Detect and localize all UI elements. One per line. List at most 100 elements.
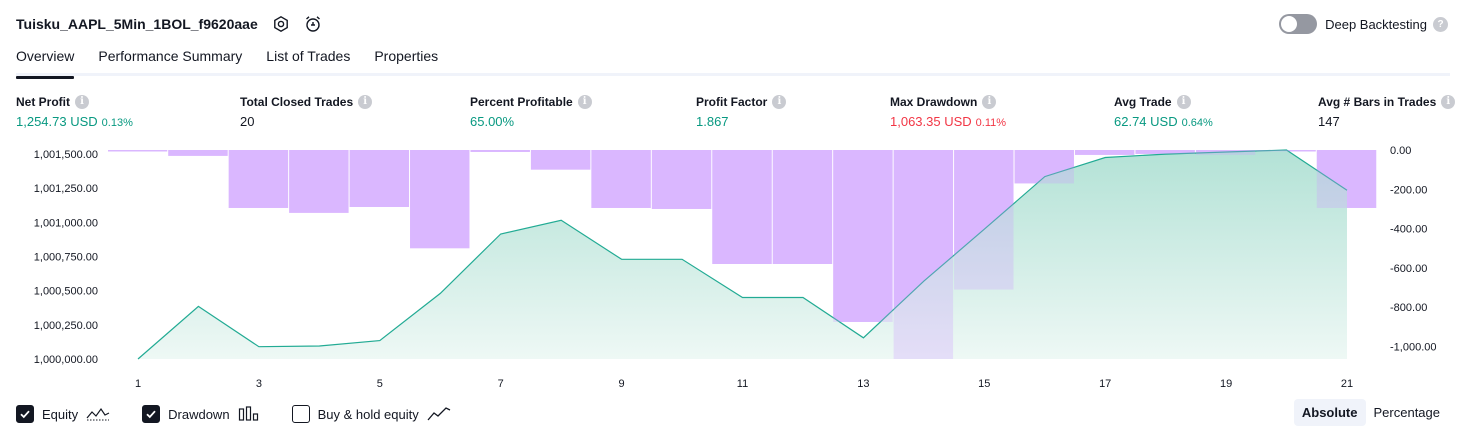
- left-axis-tick: 1,000,500.00: [34, 286, 98, 298]
- metric-avg-trade: Avg Trade i 62.74 USD 0.64%: [1114, 94, 1213, 129]
- metric-percent: 0.11%: [975, 117, 1007, 129]
- x-axis-tick: 9: [619, 378, 625, 390]
- drawdown-bar-overlay: [1074, 150, 1135, 155]
- drawdown-bar: [712, 150, 772, 264]
- percentage-button[interactable]: Percentage: [1373, 405, 1441, 420]
- x-axis-tick: 21: [1341, 378, 1353, 390]
- metric-value: 1.867: [696, 114, 729, 129]
- equity-drawdown-chart[interactable]: 1,001,500.00 1,001,250.00 1,001,000.00 1,00…: [0, 140, 1466, 395]
- left-axis-tick: 1,001,500.00: [34, 149, 98, 161]
- x-axis-tick: 11: [737, 378, 748, 390]
- absolute-button[interactable]: Absolute: [1293, 399, 1366, 426]
- drawdown-bar-overlay: [530, 150, 591, 170]
- drawdown-bar-overlay: [289, 150, 349, 213]
- right-axis-tick: -800.00: [1390, 302, 1427, 314]
- legend-label: Buy & hold equity: [317, 406, 419, 422]
- metric-label: Net Profit: [16, 94, 70, 109]
- metric-label: Profit Factor: [696, 94, 768, 109]
- deep-backtesting-toggle[interactable]: [1279, 14, 1318, 34]
- left-axis-tick: 1,000,250.00: [34, 320, 98, 332]
- x-axis-tick: 7: [498, 378, 504, 390]
- info-icon[interactable]: i: [577, 94, 592, 109]
- alarm-clock-add-icon[interactable]: [304, 15, 322, 33]
- buy-hold-checkbox[interactable]: [291, 405, 310, 423]
- metric-label: Total Closed Trades: [240, 94, 354, 109]
- metric-avg-bars-in-trades: Avg # Bars in Trades i 147: [1318, 94, 1456, 129]
- info-icon[interactable]: i: [1441, 94, 1456, 109]
- metric-max-drawdown: Max Drawdown i 1,063.35 USD 0.11%: [890, 94, 1006, 129]
- left-axis-tick: 1,000,000.00: [34, 354, 98, 366]
- left-axis-tick: 1,001,000.00: [34, 217, 98, 229]
- metric-label: Avg # Bars in Trades: [1318, 94, 1437, 109]
- tab-properties[interactable]: Properties: [374, 48, 439, 64]
- buy-hold-line-icon: [427, 406, 451, 422]
- metric-value: 1,254.73 USD: [16, 114, 98, 129]
- info-icon[interactable]: i: [982, 94, 997, 109]
- x-axis-tick: 5: [377, 378, 383, 390]
- metric-percent-profitable: Percent Profitable i 65.00%: [470, 94, 592, 129]
- deep-backtesting: Deep Backtesting ?: [1279, 14, 1448, 34]
- x-axis-tick: 3: [256, 378, 262, 390]
- drawdown-bar-overlay: [349, 150, 410, 207]
- drawdown-bar: [530, 150, 591, 170]
- drawdown-bar: [591, 150, 651, 208]
- drawdown-checkbox[interactable]: [142, 405, 161, 423]
- drawdown-bar: [289, 150, 349, 213]
- info-icon[interactable]: i: [772, 94, 787, 109]
- legend-label: Drawdown: [168, 406, 230, 422]
- legend-buy-hold[interactable]: Buy & hold equity: [291, 405, 451, 423]
- drawdown-bar: [410, 150, 470, 249]
- drawdown-bar-overlay: [168, 150, 228, 156]
- drawdown-bar-overlay: [954, 150, 1014, 290]
- right-axis-tick: -400.00: [1390, 224, 1427, 236]
- hexagon-gear-icon[interactable]: [272, 15, 290, 33]
- equity-checkbox[interactable]: [16, 405, 34, 423]
- drawdown-bar-overlay: [1195, 150, 1256, 155]
- equity-series: [137, 149, 1348, 360]
- metric-value: 20: [240, 114, 255, 129]
- right-axis: 0.00 -200.00 -400.00 -600.00 -800.00 -1,000.0…: [1390, 145, 1436, 354]
- right-axis-tick: -1,000.00: [1390, 342, 1436, 354]
- drawdown-bar-overlay: [228, 150, 289, 208]
- drawdown-bar: [168, 150, 228, 156]
- legend-drawdown[interactable]: Drawdown: [142, 405, 259, 423]
- drawdown-bar: [1074, 150, 1135, 155]
- drawdown-bar-overlay: [772, 150, 833, 264]
- tab-performance-summary[interactable]: Performance Summary: [98, 48, 243, 64]
- value-mode-switch: Absolute Percentage: [1293, 399, 1448, 426]
- chart-legend: Equity Drawdown Buy & hold equity: [16, 403, 483, 425]
- metric-label: Max Drawdown: [890, 94, 978, 109]
- equity-wave-icon: [86, 406, 110, 422]
- deep-backtesting-label: Deep Backtesting: [1325, 16, 1427, 32]
- drawdown-bar-overlay: [1256, 150, 1316, 152]
- metric-percent: 0.64%: [1181, 117, 1213, 129]
- help-icon[interactable]: ?: [1433, 16, 1448, 32]
- legend-equity[interactable]: Equity: [16, 405, 110, 423]
- metric-label: Avg Trade: [1114, 94, 1172, 109]
- drawdown-overlay: [108, 150, 1377, 359]
- metric-profit-factor: Profit Factor i 1.867: [696, 94, 787, 129]
- drawdown-bar: [833, 150, 893, 322]
- drawdown-bar: [1135, 150, 1195, 154]
- drawdown-bar-overlay: [470, 150, 530, 152]
- info-icon[interactable]: i: [75, 94, 89, 109]
- x-axis-tick: 1: [135, 378, 141, 390]
- drawdown-bar: [349, 150, 410, 207]
- metric-value: 62.74 USD: [1114, 114, 1178, 129]
- equity-line: [137, 149, 1348, 360]
- tab-list-of-trades[interactable]: List of Trades: [266, 48, 351, 64]
- tab-overview[interactable]: Overview: [16, 48, 75, 79]
- info-icon[interactable]: i: [358, 94, 373, 109]
- metric-value: 65.00%: [470, 114, 515, 129]
- drawdown-bar-overlay: [1135, 150, 1195, 154]
- drawdown-bar-overlay: [893, 150, 954, 359]
- info-icon[interactable]: i: [1176, 94, 1191, 109]
- metric-value: 1,063.35 USD: [890, 114, 972, 129]
- drawdown-bar-overlay: [591, 150, 651, 208]
- drawdown-bar-overlay: [712, 150, 772, 264]
- x-axis-tick: 13: [857, 378, 869, 390]
- drawdown-bar-overlay: [410, 150, 470, 249]
- x-axis-tick: 17: [1099, 378, 1111, 390]
- left-axis: 1,001,500.00 1,001,250.00 1,001,000.00 1,00…: [34, 149, 98, 366]
- metric-label: Percent Profitable: [470, 94, 573, 109]
